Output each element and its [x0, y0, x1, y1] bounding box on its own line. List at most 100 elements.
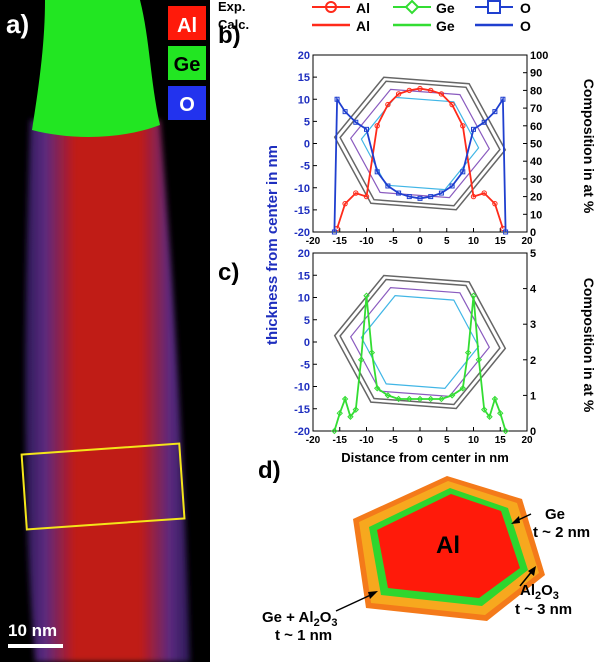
core-outline — [360, 294, 480, 390]
right-tick-label: 0 — [530, 426, 536, 438]
point-o — [428, 194, 434, 200]
core-label: Al — [436, 532, 460, 559]
x-tick-label: 5 — [444, 435, 450, 446]
legend-ge-exp-marker — [404, 0, 420, 15]
x-tick-label: 10 — [468, 435, 480, 446]
point-ge — [363, 292, 370, 299]
point-ge — [470, 292, 477, 299]
left-tick-label: 10 — [298, 293, 310, 305]
point-o — [460, 169, 466, 175]
series-line-al — [336, 87, 504, 229]
x-tick-label: -10 — [359, 435, 374, 446]
point-ge — [406, 395, 413, 403]
point-o — [396, 190, 402, 196]
outer-shell-outline — [333, 76, 507, 211]
right-tick-label: 20 — [530, 192, 542, 204]
point-al — [374, 123, 380, 129]
legend-o-swatch — [168, 86, 206, 120]
ge-shell-outline — [349, 88, 491, 199]
right-y-axis-title-b: Composition in at % — [581, 79, 597, 214]
point-ge — [448, 392, 456, 399]
point-ge — [347, 413, 354, 420]
point-ge — [464, 349, 472, 356]
left-tick-label: 20 — [298, 248, 310, 260]
point-ge — [438, 395, 445, 403]
series-line-ge — [333, 295, 507, 432]
al2o3-shell-name: Al2O3 — [520, 582, 559, 602]
legend-ge-calc-text: Ge — [436, 18, 455, 34]
legend-al-exp-marker — [325, 1, 337, 13]
panel-b-label: b) — [218, 22, 241, 49]
legend-o-calc-text: O — [520, 18, 531, 34]
point-o — [353, 119, 359, 125]
series-legend: Exp. Calc. Al Al Ge Ge O O — [218, 0, 531, 34]
point-al — [438, 91, 445, 97]
point-o — [331, 229, 337, 235]
legend-o-exp-marker — [487, 0, 501, 14]
right-tick-label: 10 — [530, 209, 542, 221]
point-o — [438, 190, 444, 196]
right-tick-label: 0 — [530, 227, 536, 239]
x-tick-label: -20 — [306, 236, 321, 247]
core-outline — [360, 96, 480, 191]
point-ge — [416, 395, 424, 403]
legend-al-calc-text: Al — [356, 18, 370, 34]
legend-calc-label: Calc. — [218, 17, 249, 32]
right-tick-label: 5 — [530, 248, 536, 260]
point-ge — [486, 413, 493, 420]
left-tick-label: 0 — [304, 337, 310, 349]
point-o — [385, 183, 391, 189]
x-tick-label: -15 — [333, 435, 348, 446]
point-ge — [352, 406, 360, 413]
left-tick-label: -5 — [300, 161, 310, 173]
x-tick-label: 20 — [521, 236, 533, 247]
right-tick-label: 100 — [530, 50, 548, 62]
point-ge — [373, 385, 381, 392]
point-ge — [491, 395, 499, 403]
point-al — [492, 200, 498, 207]
point-al — [342, 200, 348, 207]
left-tick-label: 5 — [304, 315, 310, 327]
point-ge — [336, 409, 343, 417]
right-tick-label: 80 — [530, 85, 542, 97]
left-tick-label: -20 — [294, 426, 310, 438]
mixed-arrow-head — [368, 591, 378, 599]
point-o — [417, 195, 423, 201]
ge-arrow-head — [511, 516, 520, 524]
panel-a-label: a) — [6, 9, 29, 39]
mixed-shell-thickness: t ~ 1 nm — [275, 627, 332, 644]
legend-o-text: O — [179, 94, 195, 116]
point-ge — [497, 409, 504, 417]
left-tick-label: 20 — [298, 50, 310, 62]
x-tick-label: 5 — [444, 236, 450, 247]
x-tick-label: -15 — [333, 236, 348, 247]
right-tick-label: 3 — [530, 319, 536, 331]
point-o — [374, 169, 380, 175]
point-al — [395, 91, 402, 97]
nanowire — [25, 120, 190, 662]
point-o — [334, 96, 340, 102]
left-tick-label: 0 — [304, 139, 310, 151]
ge-tip — [32, 0, 160, 137]
outer-shell-outline — [333, 274, 507, 410]
oxide-shell-outline — [339, 278, 501, 406]
x-tick-label: -5 — [389, 236, 398, 247]
point-al — [353, 190, 359, 196]
panel-c-label: c) — [218, 259, 239, 286]
point-al — [460, 123, 466, 129]
plot-frame — [312, 252, 528, 432]
panel-a: a) Al Ge O 10 nm — [0, 0, 210, 662]
point-al — [470, 193, 477, 200]
series-line-o — [333, 96, 507, 233]
left-tick-label: -10 — [294, 382, 310, 394]
mixed-arrow — [335, 592, 376, 612]
right-y-axis-title-c: Composition in at % — [581, 278, 597, 413]
scalebar — [8, 644, 63, 648]
legend-ge-swatch — [168, 46, 206, 80]
right-tick-label: 4 — [530, 284, 537, 296]
point-o — [449, 183, 455, 189]
point-ge — [502, 427, 509, 435]
point-o — [481, 119, 487, 125]
